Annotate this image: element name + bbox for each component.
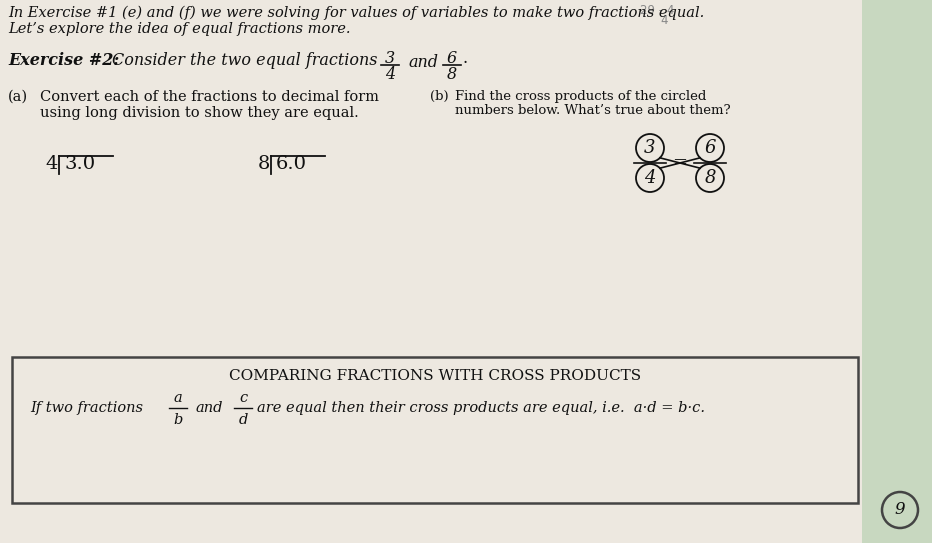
Text: (b): (b) — [430, 90, 448, 103]
Text: 4: 4 — [385, 66, 395, 83]
Text: (a): (a) — [8, 90, 28, 104]
Text: 8: 8 — [447, 66, 457, 83]
Text: 6: 6 — [447, 50, 457, 67]
Text: If two fractions: If two fractions — [30, 401, 143, 415]
FancyBboxPatch shape — [862, 0, 932, 543]
Text: are equal then their cross products are equal, i.e.  a·d = b·c.: are equal then their cross products are … — [257, 401, 705, 415]
FancyBboxPatch shape — [0, 0, 870, 543]
Text: =: = — [673, 154, 688, 172]
Text: 4: 4 — [644, 169, 656, 187]
Text: 3: 3 — [385, 50, 395, 67]
Text: 8: 8 — [705, 169, 716, 187]
Text: In Exercise #1 (e) and (f) we were solving for values of variables to make two f: In Exercise #1 (e) and (f) we were solvi… — [8, 6, 705, 21]
Text: 4: 4 — [46, 155, 58, 173]
Text: numbers below. What’s true about them?: numbers below. What’s true about them? — [455, 104, 731, 117]
Text: d: d — [239, 413, 248, 427]
Text: .: . — [463, 50, 468, 67]
Text: c: c — [239, 391, 247, 405]
Text: Let’s explore the idea of equal fractions more.: Let’s explore the idea of equal fraction… — [8, 22, 350, 36]
Text: 29 - 4: 29 - 4 — [640, 4, 675, 17]
Text: 8: 8 — [257, 155, 270, 173]
Text: 6.0: 6.0 — [276, 155, 307, 173]
Text: using long division to show they are equal.: using long division to show they are equ… — [40, 106, 359, 120]
Text: 3: 3 — [644, 139, 656, 157]
Text: Convert each of the fractions to decimal form: Convert each of the fractions to decimal… — [40, 90, 379, 104]
FancyBboxPatch shape — [12, 357, 858, 503]
Text: 9: 9 — [895, 502, 905, 519]
Text: 6: 6 — [705, 139, 716, 157]
Text: 3.0: 3.0 — [64, 155, 95, 173]
Text: and: and — [408, 54, 438, 71]
Text: b: b — [173, 413, 183, 427]
Text: COMPARING FRACTIONS WITH CROSS PRODUCTS: COMPARING FRACTIONS WITH CROSS PRODUCTS — [229, 369, 641, 383]
Text: Exercise #2:: Exercise #2: — [8, 52, 119, 69]
Text: and: and — [196, 401, 224, 415]
Text: 4: 4 — [660, 14, 667, 27]
Text: Find the cross products of the circled: Find the cross products of the circled — [455, 90, 706, 103]
Text: Consider the two equal fractions: Consider the two equal fractions — [112, 52, 377, 69]
Text: a: a — [173, 391, 183, 405]
